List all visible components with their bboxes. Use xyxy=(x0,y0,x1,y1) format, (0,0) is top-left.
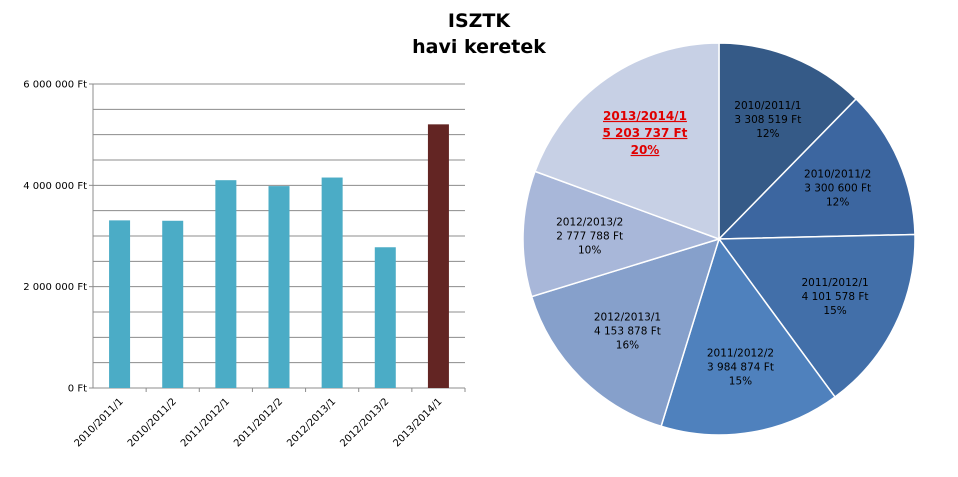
pie-label-percent: 12% xyxy=(826,196,849,208)
pie-slice xyxy=(717,97,916,240)
y-tick-label: 4 000 000 Ft xyxy=(23,181,87,192)
pie-label-value: 3 300 600 Ft xyxy=(804,182,871,194)
x-tick-label: 2012/2013/2 xyxy=(338,396,391,449)
pie-slice xyxy=(717,233,916,399)
pie-label-percent: 16% xyxy=(616,339,639,351)
pie-label-category: 2012/2013/1 xyxy=(594,311,661,323)
bar xyxy=(215,180,237,388)
chart-title: ISZTK havi keretek xyxy=(0,8,958,60)
x-tick-label: 2011/2012/2 xyxy=(232,396,285,449)
y-tick-label: 6 000 000 Ft xyxy=(23,80,87,91)
pie-label-percent: 15% xyxy=(823,305,846,317)
bar xyxy=(268,186,290,388)
pie-label-category: 2011/2012/2 xyxy=(707,348,774,360)
pie-slice xyxy=(718,42,858,241)
y-tick-label: 2 000 000 Ft xyxy=(23,282,87,293)
pie-label-value: 3 308 519 Ft xyxy=(734,114,801,126)
pie-label-percent: 10% xyxy=(578,245,601,257)
chart-title-line1: ISZTK xyxy=(447,10,511,32)
pie-label-value: 3 984 874 Ft xyxy=(707,362,774,374)
pie-label-category: 2010/2011/2 xyxy=(804,168,871,180)
chart-title-line2: havi keretek xyxy=(412,36,546,58)
pie-label-percent: 12% xyxy=(756,128,779,140)
x-tick-label: 2012/2013/1 xyxy=(285,396,338,449)
pie-label-value: 4 101 578 Ft xyxy=(802,291,869,303)
pie-slice xyxy=(534,42,720,241)
pie-label-value: 2 777 788 Ft xyxy=(556,231,623,243)
bar-chart: 0 Ft 2 000 000 Ft 4 000 000 Ft 6 000 000 Ft… xyxy=(23,80,466,449)
pie-slice xyxy=(530,237,721,428)
bar xyxy=(374,247,396,388)
pie-slice xyxy=(522,170,722,298)
x-tick-label: 2011/2012/1 xyxy=(179,396,232,449)
x-tick-label: 2013/2014/1 xyxy=(392,396,445,449)
pie-label-category: 2013/2014/1 xyxy=(603,109,687,123)
pie-label-percent: 20% xyxy=(631,143,660,157)
bar xyxy=(162,220,184,388)
x-tick-label: 2010/2011/1 xyxy=(73,396,126,449)
bar xyxy=(321,177,343,388)
pie-label-category: 2012/2013/2 xyxy=(556,217,623,229)
pie-label-category: 2010/2011/1 xyxy=(734,100,801,112)
y-tick-label: 0 Ft xyxy=(68,384,87,395)
bar xyxy=(109,220,131,388)
bar xyxy=(427,124,449,388)
pie-label-value: 4 153 878 Ft xyxy=(594,325,661,337)
x-tick-label: 2010/2011/2 xyxy=(126,396,179,449)
pie-label-value: 5 203 737 Ft xyxy=(603,126,688,140)
pie-label-category: 2011/2012/1 xyxy=(801,277,868,289)
pie-label-percent: 15% xyxy=(729,376,752,388)
pie-chart: 2010/2011/1 3 308 519 Ft 12% 2010/2011/2 3 3… xyxy=(522,42,916,436)
